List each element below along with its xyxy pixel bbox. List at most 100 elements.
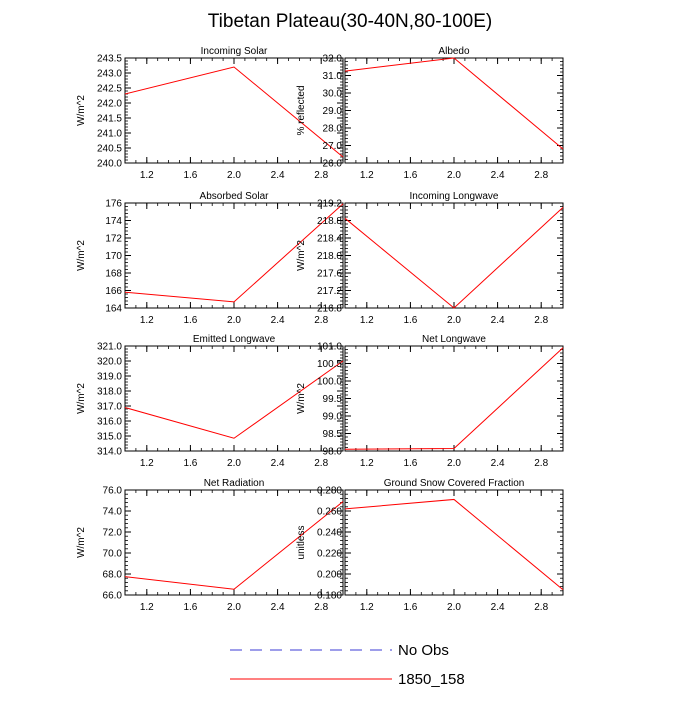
- x-tick-label: 2.8: [314, 170, 328, 181]
- y-tick-label: 100.5: [317, 359, 342, 370]
- y-tick-label: 0.220: [317, 549, 342, 560]
- plot-frame: [124, 489, 344, 596]
- x-tick-label: 1.6: [403, 602, 417, 613]
- series-line: [124, 203, 344, 303]
- y-tick-label: 74.0: [103, 507, 123, 518]
- x-tick-label: 1.6: [403, 170, 417, 181]
- x-tick-label: 2.8: [314, 602, 328, 613]
- y-tick-label: 0.200: [317, 570, 342, 581]
- series-line: [124, 360, 344, 439]
- x-tick-label: 2.4: [271, 602, 285, 613]
- x-tick-label: 2.0: [447, 315, 461, 326]
- y-axis-label: W/m^2: [76, 240, 87, 271]
- x-tick-label: 2.8: [534, 315, 548, 326]
- y-tick-label: 166: [105, 286, 122, 297]
- x-tick-label: 2.0: [227, 170, 241, 181]
- panels: Incoming Solar W/m^2 1.2 1.6 2.0 2.4 2.8 240.0 2…: [76, 46, 564, 613]
- y-tick-label: 98.5: [323, 429, 343, 440]
- y-tick-label: 0.180: [317, 591, 342, 602]
- x-tick-label: 2.0: [227, 458, 241, 469]
- y-axis-label: unitless: [296, 526, 307, 560]
- y-tick-label: 240.5: [97, 144, 122, 155]
- y-tick-label: 0.260: [317, 507, 342, 518]
- y-tick-label: 168: [105, 269, 122, 280]
- chart-panel: Net Radiation W/m^2 1.2 1.6 2.0 2.4 2.8 66.0 68.…: [76, 478, 344, 613]
- y-tick-label: 242.0: [97, 99, 122, 110]
- x-tick-label: 1.2: [140, 458, 154, 469]
- x-tick-label: 1.2: [360, 458, 374, 469]
- y-tick-label: 316.0: [97, 417, 122, 428]
- x-tick-label: 1.2: [360, 170, 374, 181]
- series-line: [124, 66, 344, 158]
- y-tick-label: 318.0: [97, 387, 122, 398]
- series-line: [344, 207, 564, 309]
- y-tick-label: 218.0: [317, 251, 342, 262]
- x-tick-label: 1.6: [183, 315, 197, 326]
- chart-panel: Ground Snow Covered Fraction unitless 1.2 1…: [296, 478, 564, 613]
- y-tick-label: 317.0: [97, 402, 122, 413]
- y-tick-label: 241.0: [97, 129, 122, 140]
- x-tick-label: 2.4: [271, 170, 285, 181]
- y-tick-label: 99.5: [323, 394, 343, 405]
- y-tick-label: 319.0: [97, 372, 122, 383]
- chart-panel: Absorbed Solar W/m^2 1.2 1.6 2.0 2.4 2.8 164 166…: [76, 191, 344, 326]
- legend-label-1850-158: 1850_158: [398, 671, 465, 688]
- panel-title: Incoming Solar: [201, 46, 268, 57]
- panel-title: Incoming Longwave: [410, 191, 499, 202]
- chart-panel: Incoming Solar W/m^2 1.2 1.6 2.0 2.4 2.8 240.0 2…: [76, 46, 344, 181]
- y-axis-label: W/m^2: [296, 383, 307, 414]
- panel-title: Net Longwave: [422, 334, 486, 345]
- y-tick-label: 176: [105, 199, 122, 210]
- chart-panel: Emitted Longwave W/m^2 1.2 1.6 2.0 2.4 2.8 314.…: [76, 334, 344, 469]
- x-tick-label: 1.6: [403, 315, 417, 326]
- y-tick-label: 315.0: [97, 432, 122, 443]
- y-tick-label: 26.0: [323, 159, 343, 170]
- series-line: [344, 57, 564, 150]
- x-tick-label: 2.8: [534, 170, 548, 181]
- x-tick-label: 1.2: [140, 315, 154, 326]
- plot-frame: [344, 57, 564, 164]
- y-tick-label: 32.0: [323, 54, 343, 65]
- y-tick-label: 219.2: [317, 199, 342, 210]
- x-tick-label: 1.2: [140, 602, 154, 613]
- y-tick-label: 0.280: [317, 486, 342, 497]
- y-axis-label: W/m^2: [76, 383, 87, 414]
- y-tick-label: 31.0: [323, 71, 343, 82]
- y-tick-label: 242.5: [97, 84, 122, 95]
- panel-title: Net Radiation: [204, 478, 265, 489]
- y-tick-label: 170: [105, 251, 122, 262]
- x-tick-label: 1.2: [360, 315, 374, 326]
- y-tick-label: 217.2: [317, 286, 342, 297]
- x-tick-label: 1.6: [183, 458, 197, 469]
- y-tick-label: 0.240: [317, 528, 342, 539]
- x-tick-label: 1.6: [403, 458, 417, 469]
- x-tick-label: 2.0: [447, 458, 461, 469]
- plot-frame: [124, 202, 344, 309]
- panel-title: Absorbed Solar: [200, 191, 270, 202]
- plot-frame: [344, 345, 564, 452]
- y-tick-label: 29.0: [323, 106, 343, 117]
- x-tick-label: 1.6: [183, 602, 197, 613]
- y-tick-label: 217.6: [317, 269, 342, 280]
- y-tick-label: 216.8: [317, 304, 342, 315]
- y-tick-label: 314.0: [97, 447, 122, 458]
- y-tick-label: 241.5: [97, 114, 122, 125]
- x-tick-label: 2.8: [534, 602, 548, 613]
- y-tick-label: 72.0: [103, 528, 123, 539]
- y-tick-label: 172: [105, 234, 122, 245]
- y-tick-label: 76.0: [103, 486, 123, 497]
- y-tick-label: 174: [105, 216, 122, 227]
- y-tick-label: 218.4: [317, 234, 342, 245]
- x-tick-label: 2.0: [227, 315, 241, 326]
- x-tick-label: 1.2: [140, 170, 154, 181]
- x-tick-label: 2.0: [227, 602, 241, 613]
- y-tick-label: 321.0: [97, 342, 122, 353]
- y-tick-label: 28.0: [323, 124, 343, 135]
- y-tick-label: 99.0: [323, 412, 343, 423]
- y-axis-label: W/m^2: [76, 95, 87, 126]
- y-tick-label: 101.0: [317, 342, 342, 353]
